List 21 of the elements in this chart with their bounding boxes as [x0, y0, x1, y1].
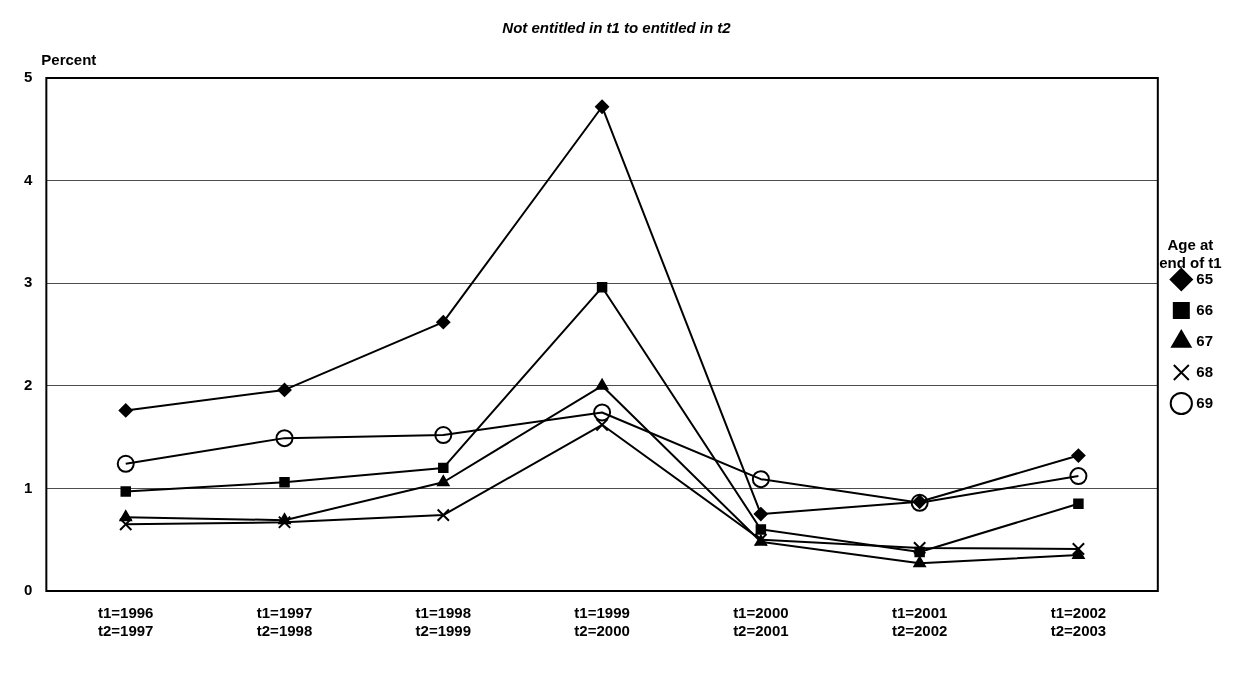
- legend-label: 66: [1196, 300, 1213, 318]
- x-tick-label: t1=1996 t2=1997: [98, 604, 154, 640]
- x-tick-label: t1=1997 t2=1998: [256, 604, 313, 640]
- x-tick-label: t1=1999 t2=2000: [574, 604, 630, 640]
- x-tick-label: t1=2001 t2=2002: [891, 604, 948, 640]
- legend-label: 69: [1196, 393, 1213, 411]
- chart-title: Not entitled in t1 to entitled in t2: [502, 19, 732, 37]
- y-tick-label: 0: [24, 581, 33, 599]
- y-tick-label: 5: [24, 68, 33, 86]
- y-tick-label: 1: [24, 478, 33, 496]
- y-tick-label: 3: [24, 273, 33, 291]
- y-tick-label: 4: [24, 170, 33, 188]
- x-tick-label: t1=1998 t2=1999: [415, 604, 472, 640]
- legend-label: 65: [1196, 269, 1213, 287]
- legend-label: 68: [1196, 362, 1213, 380]
- legend-label: 67: [1196, 331, 1213, 349]
- x-tick-label: t1=2000 t2=2001: [733, 604, 789, 640]
- y-tick-label: 2: [24, 375, 33, 393]
- y-axis-title: Percent: [41, 50, 97, 68]
- x-tick-label: t1=2002 t2=2003: [1050, 604, 1107, 640]
- legend-title: Age at end of t1: [1159, 235, 1222, 271]
